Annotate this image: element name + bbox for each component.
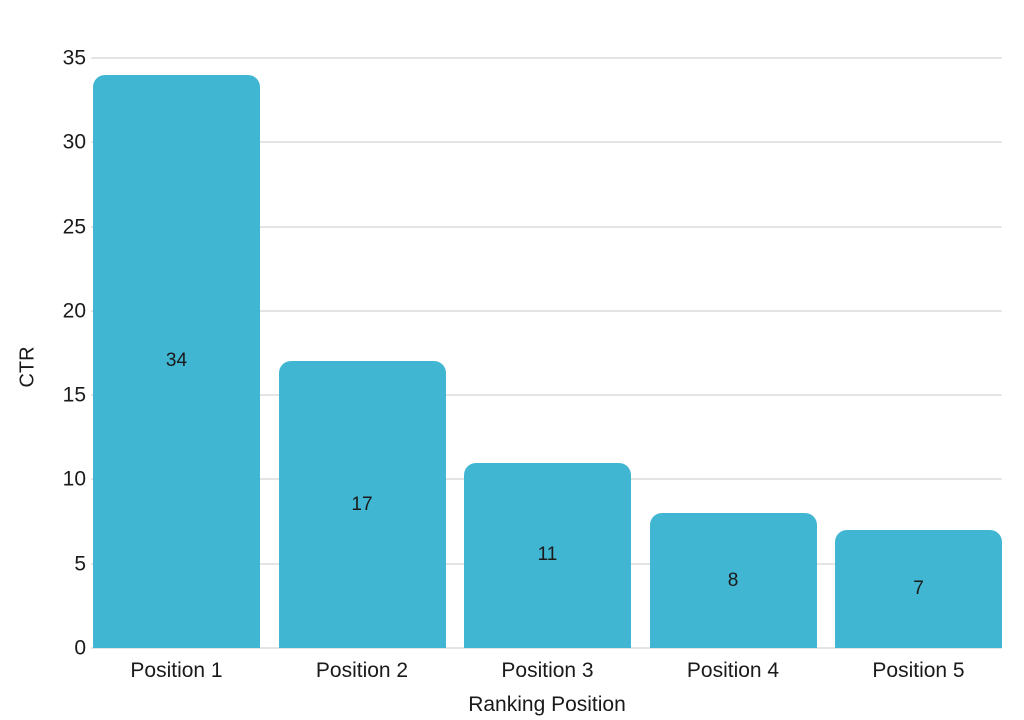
y-tick-label-35: 35 [62, 46, 86, 70]
x-tick-label-3: Position 3 [501, 659, 594, 682]
bar-value-label: 8 [727, 569, 739, 591]
x-tick-label-5: Position 5 [872, 659, 965, 682]
x-tick-label-4: Position 4 [686, 659, 780, 682]
gridline-y-25 [91, 225, 1002, 228]
gridline-y-0 [91, 647, 1002, 649]
y-tick-label-10: 10 [62, 467, 86, 491]
gridline-y-15 [91, 394, 1002, 397]
bar-value-label: 7 [913, 578, 924, 599]
bar-position-2: 17 [278, 361, 446, 648]
y-tick-label-5: 5 [74, 552, 86, 576]
y-tick-label-25: 25 [62, 215, 86, 239]
y-tick-label-30: 30 [62, 130, 86, 154]
y-axis-title: CTR [16, 346, 39, 388]
bar-value-label: 11 [537, 544, 558, 566]
bar-position-5: 7 [835, 530, 1002, 648]
y-tick-label-0: 0 [74, 636, 86, 660]
bar-position-1: 34 [93, 74, 260, 648]
y-tick-label-15: 15 [62, 383, 86, 407]
x-tick-label-2: Position 2 [315, 659, 409, 682]
x-tick-label-1: Position 1 [130, 659, 223, 682]
bar-position-4: 8 [649, 513, 817, 648]
bar-position-3: 11 [464, 462, 631, 648]
x-axis-title: Ranking Position [468, 693, 626, 716]
gridline-y-30 [91, 141, 1002, 144]
gridline-y-35 [91, 57, 1002, 59]
gridline-y-20 [91, 309, 1002, 312]
bar-value-label: 34 [165, 350, 188, 372]
y-tick-label-20: 20 [62, 299, 86, 323]
bar-value-label: 17 [351, 493, 373, 515]
